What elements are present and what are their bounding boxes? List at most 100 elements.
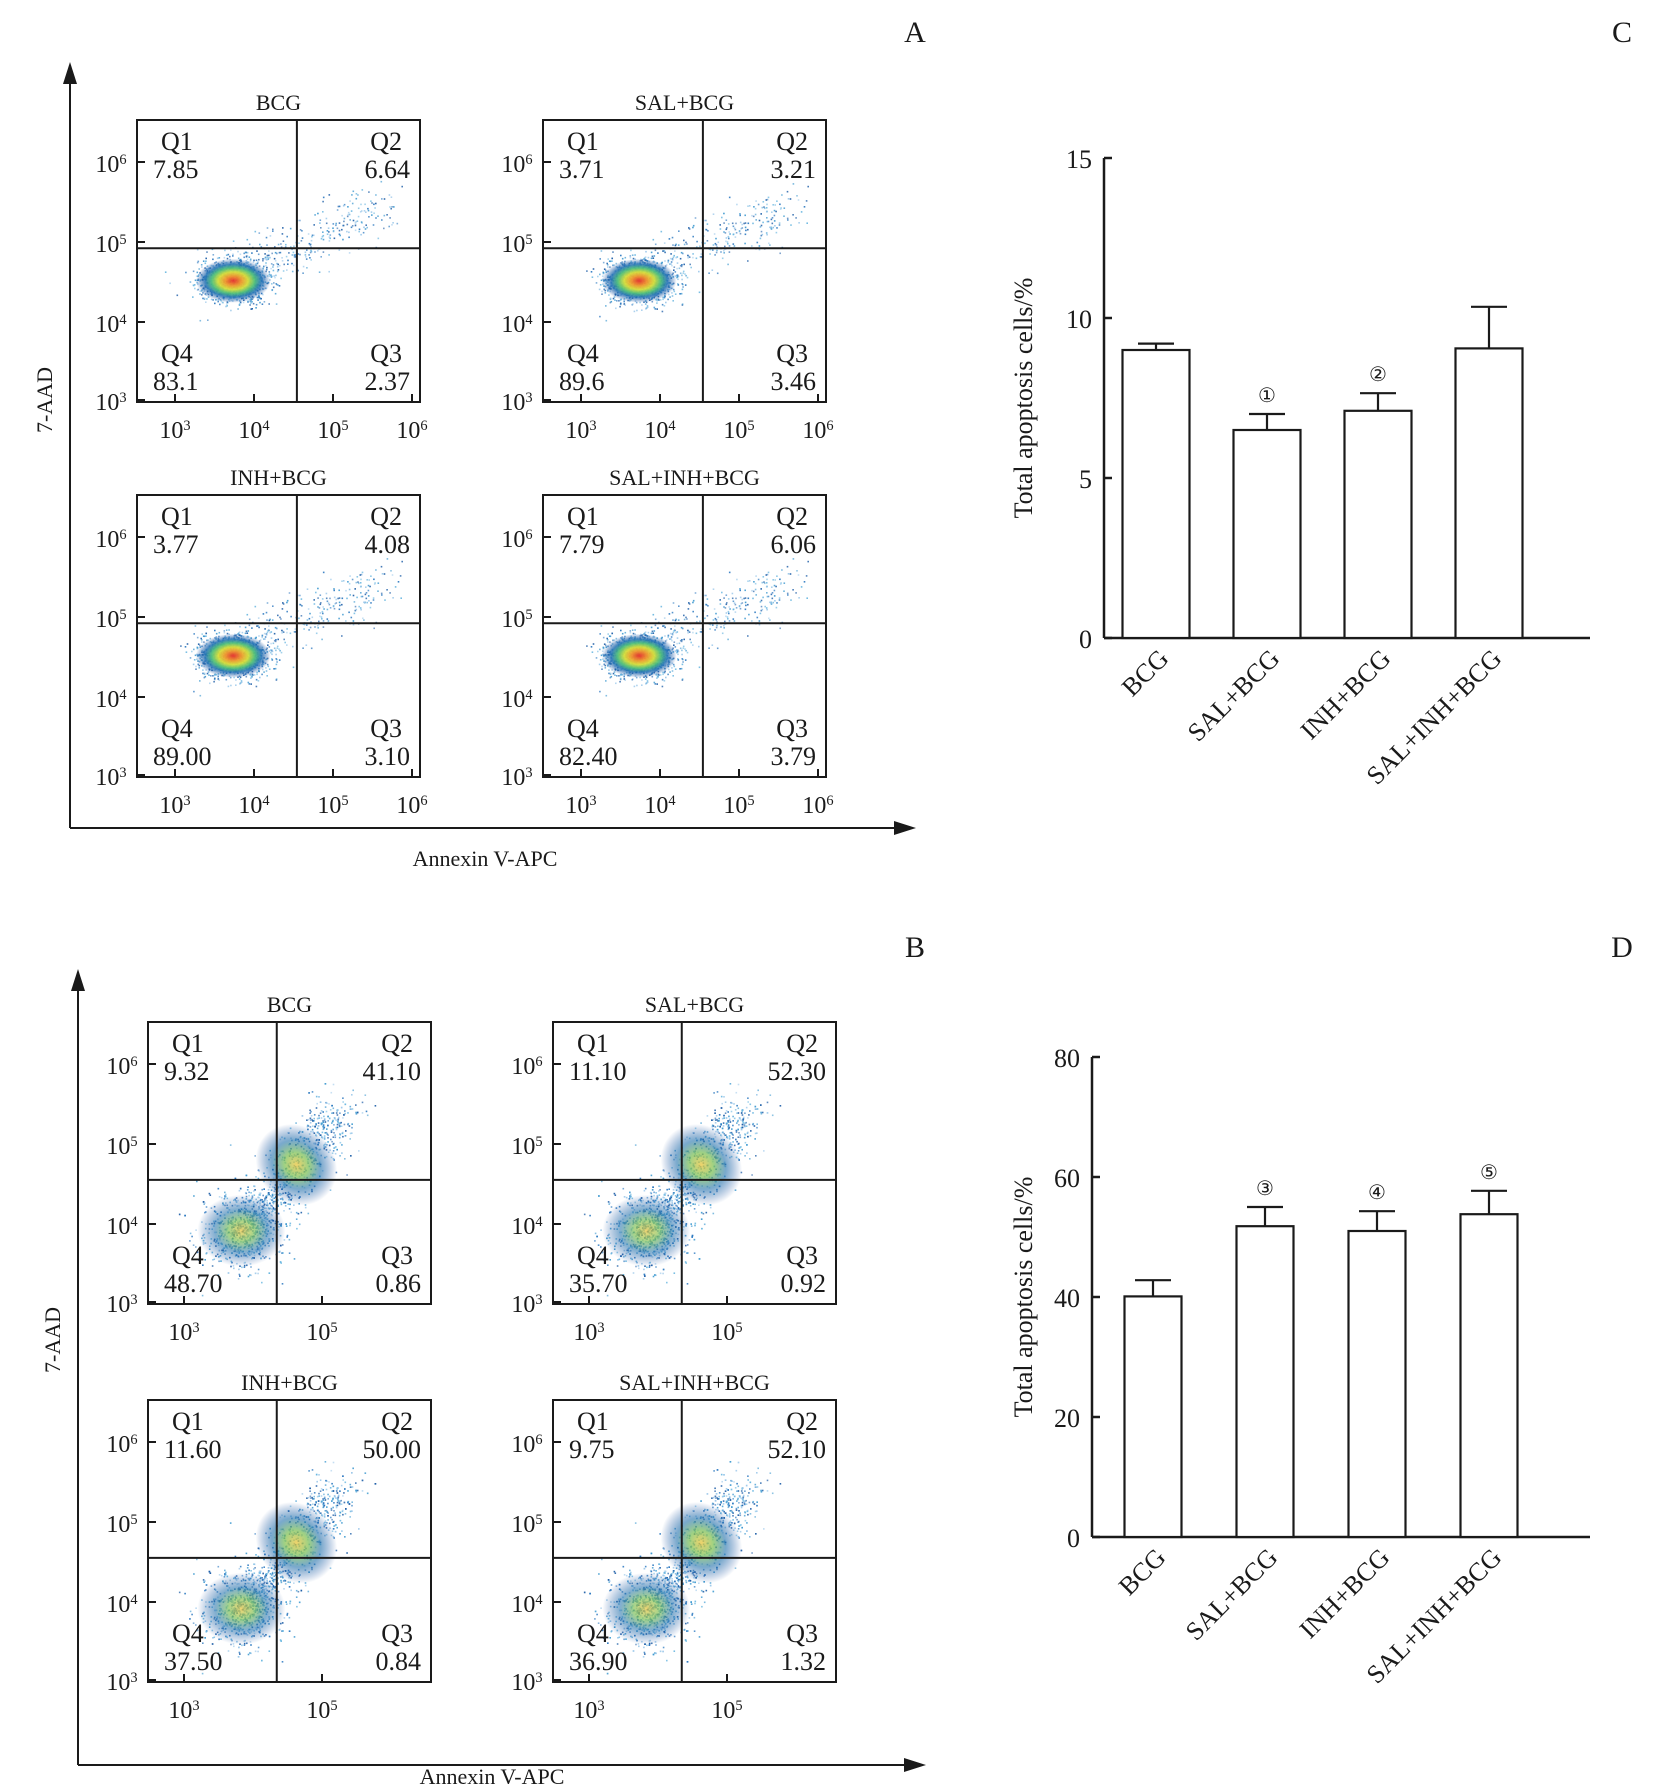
y-tick-label: 60 [1054, 1164, 1080, 1193]
y-tick-label: 106 [511, 1054, 542, 1080]
y-tick-label: 0 [1079, 625, 1092, 654]
quadrant-q3-value: 0.86 [376, 1269, 422, 1298]
bar [1123, 1295, 1183, 1539]
x-tick-label: 103 [159, 418, 190, 444]
quadrant-q3-label: Q3 [786, 1619, 818, 1648]
quadrant-q1-label: Q1 [161, 502, 193, 531]
quadrant-q2-value: 52.10 [768, 1435, 827, 1464]
quadrant-q4-value: 89.6 [559, 367, 605, 396]
quadrant-q3-value: 0.92 [781, 1269, 827, 1298]
y-tick-label: 104 [511, 1592, 542, 1618]
y-tick-label: 106 [106, 1432, 137, 1458]
y-tick-label: 105 [511, 1512, 542, 1538]
quadrant-q3-label: Q3 [370, 339, 402, 368]
x-category-label: SAL+BCG [1182, 644, 1285, 747]
y-tick-label: 0 [1067, 1524, 1080, 1553]
density-core [197, 1572, 286, 1645]
y-tick-label: 104 [95, 687, 126, 713]
y-tick-label: 40 [1054, 1284, 1080, 1313]
x-tick-label: 103 [565, 793, 596, 819]
quadrant-q2-value: 6.64 [365, 155, 411, 184]
x-tick-label: 103 [573, 1698, 604, 1724]
panel-letter-b: B [905, 931, 925, 964]
bar [1454, 347, 1524, 640]
quadrant-q1-value: 11.60 [164, 1435, 222, 1464]
x-tick-label: 106 [802, 418, 833, 444]
quadrant-q4-value: 89.00 [153, 742, 212, 771]
quadrant-q2-label: Q2 [776, 502, 808, 531]
x-tick-label: 105 [711, 1320, 742, 1346]
quadrant-q2-value: 3.21 [771, 155, 817, 184]
bar [1235, 1225, 1295, 1539]
y-tick-label: 104 [106, 1214, 137, 1240]
y-axis-arrowhead [63, 62, 77, 84]
y-tick-label: 106 [95, 527, 126, 553]
x-tick-label: 103 [573, 1320, 604, 1346]
quadrant-q4-value: 82.40 [559, 742, 618, 771]
significance-marker: ② [1369, 364, 1387, 386]
flow-plot-title: SAL+BCG [635, 90, 734, 115]
quadrant-q3-value: 3.10 [365, 742, 411, 771]
quadrant-q2-label: Q2 [786, 1029, 818, 1058]
panel-letter-c: C [1612, 16, 1632, 49]
x-axis-label: Annexin V-APC [420, 1764, 565, 1784]
x-tick-label: 103 [159, 793, 190, 819]
quadrant-q2-label: Q2 [381, 1407, 413, 1436]
y-tick-label: 106 [501, 527, 532, 553]
quadrant-q3-value: 3.79 [771, 742, 817, 771]
y-tick-label: 103 [95, 390, 126, 416]
quadrant-q1-label: Q1 [577, 1407, 609, 1436]
flow-plot-title: BCG [267, 992, 312, 1017]
plot-frame [136, 119, 421, 403]
y-tick-label: 104 [106, 1592, 137, 1618]
quadrant-q1-label: Q1 [577, 1029, 609, 1058]
quadrant-q4-value: 48.70 [164, 1269, 223, 1298]
panel-b-flow-plots: Annexin V-APC 7-AAD BCG 103 104 105 106 103 105 Q… [40, 969, 926, 1784]
x-tick-label: 105 [317, 793, 348, 819]
x-tick-label: 105 [306, 1698, 337, 1724]
y-tick-label: 80 [1054, 1044, 1080, 1073]
y-tick-label: 106 [511, 1432, 542, 1458]
quadrant-q4-value: 83.1 [153, 367, 199, 396]
x-tick-label: 104 [238, 418, 269, 444]
quadrant-q1-value: 7.79 [559, 530, 605, 559]
y-tick-label: 104 [501, 312, 532, 338]
x-axis-arrowhead [904, 1758, 926, 1772]
quadrant-q3-value: 2.37 [365, 367, 411, 396]
quadrant-q1-label: Q1 [161, 127, 193, 156]
y-tick-label: 103 [95, 765, 126, 791]
quadrant-q1-value: 3.71 [559, 155, 605, 184]
quadrant-q2-value: 50.00 [363, 1435, 422, 1464]
bar [1121, 348, 1191, 640]
flow-plot-title: SAL+BCG [645, 992, 744, 1017]
flow-plot: SAL+INH+BCG 103 104 105 106 103 105 Q19.75 Q252.… [511, 1370, 837, 1724]
y-tick-label: 5 [1079, 465, 1092, 494]
density-core [601, 633, 677, 678]
flow-plot-title: BCG [256, 90, 301, 115]
density-core [197, 1194, 286, 1267]
scatter-dots [586, 558, 809, 697]
y-tick-label: 15 [1066, 145, 1092, 174]
plot-frame [542, 494, 827, 778]
x-category-label: SAL+BCG [1180, 1543, 1283, 1646]
flow-plot-title: SAL+INH+BCG [609, 465, 760, 490]
x-axis-label: Annexin V-APC [413, 846, 558, 871]
x-category-label: INH+BCG [1295, 644, 1396, 745]
x-tick-label: 105 [317, 418, 348, 444]
plot-frame [147, 1399, 432, 1683]
quadrant-q1-label: Q1 [172, 1407, 204, 1436]
significance-marker: ① [1258, 385, 1276, 407]
quadrant-q3-label: Q3 [381, 1241, 413, 1270]
flow-plot-title: INH+BCG [230, 465, 327, 490]
y-axis-label: 7-AAD [40, 1307, 65, 1373]
quadrant-q2-value: 6.06 [771, 530, 817, 559]
y-axis-arrowhead [71, 969, 85, 991]
y-tick-label: 106 [501, 152, 532, 178]
flow-plot-title: SAL+INH+BCG [619, 1370, 770, 1395]
quadrant-q3-value: 3.46 [771, 367, 817, 396]
density-core [601, 258, 677, 303]
y-tick-label: 105 [501, 232, 532, 258]
quadrant-q4-label: Q4 [577, 1241, 609, 1270]
